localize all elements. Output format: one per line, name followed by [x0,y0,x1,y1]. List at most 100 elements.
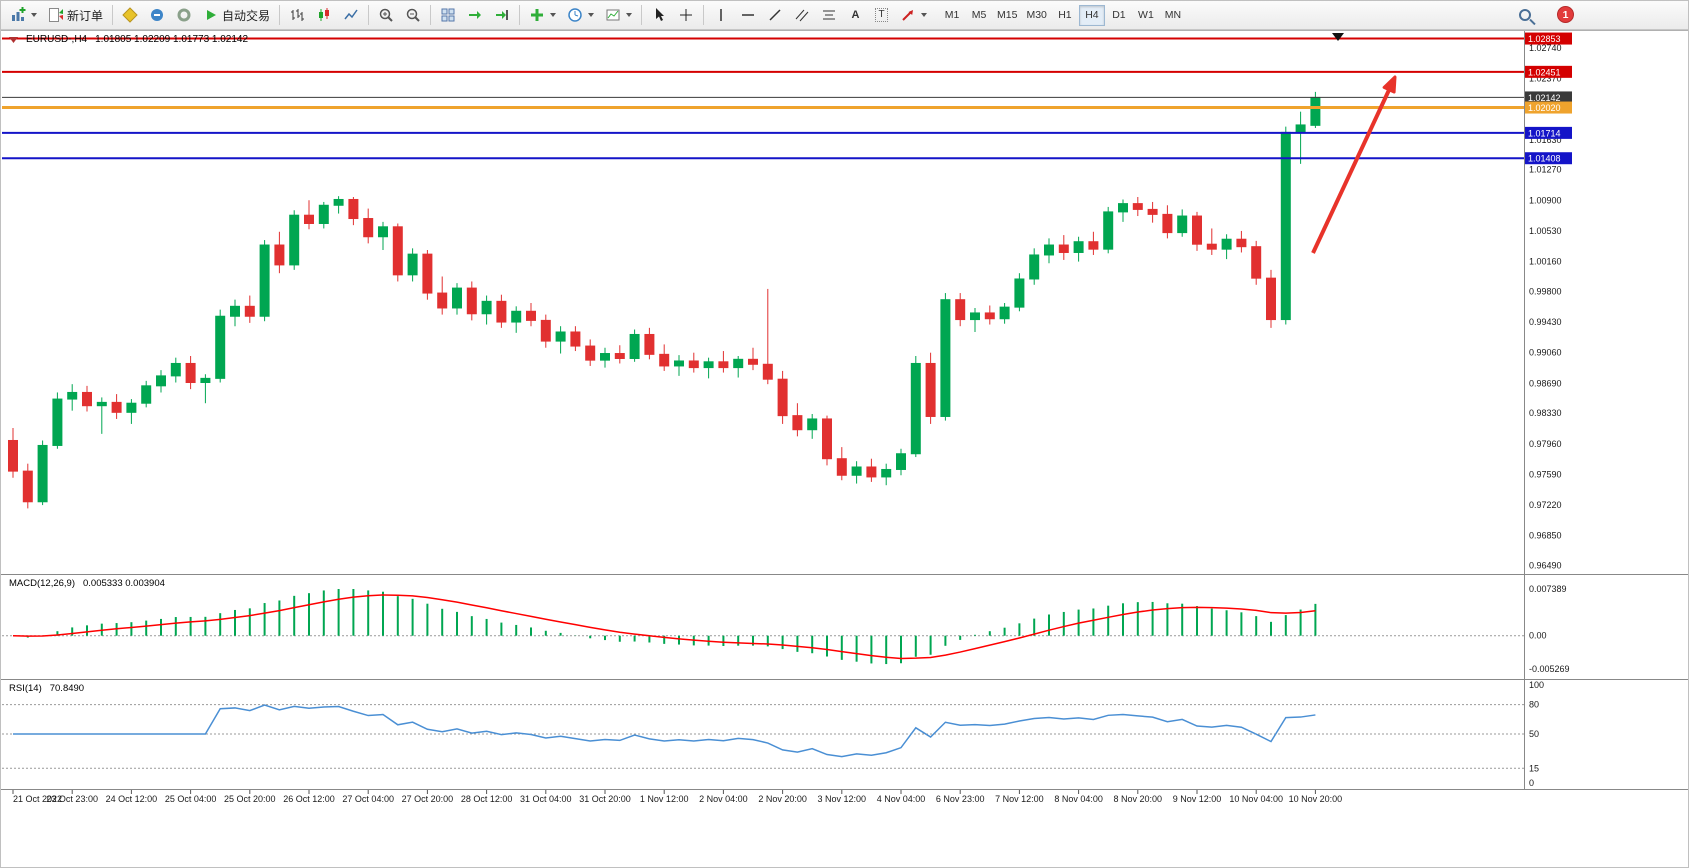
vertical-line-button[interactable] [708,4,734,27]
rsi-panel-header: RSI(14) 70.8490 [9,683,84,694]
svg-text:0.98690: 0.98690 [1529,378,1562,388]
chart-shift-button[interactable] [489,4,515,27]
horizontal-line-icon [742,14,755,16]
template-chart-icon [606,9,620,21]
svg-text:31 Oct 04:00: 31 Oct 04:00 [520,794,572,804]
macd-panel: 0.007389 0.00 -0.005269 [2,584,1570,674]
svg-text:2 Nov 20:00: 2 Nov 20:00 [758,794,807,804]
chevron-down-icon [921,13,928,17]
arrow-object-icon [902,10,914,21]
zoom-in-button[interactable] [373,4,399,27]
crosshair-button[interactable] [673,4,699,27]
templates-button[interactable] [600,4,637,27]
svg-text:27 Oct 20:00: 27 Oct 20:00 [402,794,454,804]
new-chart-button[interactable] [5,4,42,27]
metaeditor-button[interactable] [117,4,143,27]
svg-text:1.00160: 1.00160 [1529,257,1562,267]
svg-text:25 Oct 04:00: 25 Oct 04:00 [165,794,217,804]
auto-trading-label: 自动交易 [222,8,271,23]
svg-text:1.02142: 1.02142 [1528,93,1561,103]
svg-text:4 Nov 04:00: 4 Nov 04:00 [877,794,926,804]
horizontal-line-button[interactable] [735,4,761,27]
channel-icon [795,9,809,22]
svg-text:100: 100 [1529,680,1544,690]
timeframe-h4[interactable]: H4 [1078,4,1105,26]
fibonacci-button[interactable] [816,4,842,27]
add-indicator-icon [531,9,544,21]
one-click-trading-toggle[interactable] [9,35,18,44]
timeframe-h1[interactable]: H1 [1052,5,1078,26]
line-chart-icon [344,9,358,20]
timeframe-w1[interactable]: W1 [1133,5,1159,26]
search-button[interactable] [1513,5,1537,27]
svg-text:1.02370: 1.02370 [1529,74,1562,84]
tile-windows-button[interactable] [435,4,461,27]
chevron-down-icon [31,13,37,17]
svg-text:0: 0 [1529,778,1534,788]
svg-text:1.02451: 1.02451 [1528,67,1561,77]
timeframe-mn[interactable]: MN [1160,5,1186,26]
svg-text:6 Nov 23:00: 6 Nov 23:00 [936,794,985,804]
auto-trading-button[interactable]: 自动交易 [198,4,275,27]
symbol-timeframe-label: EURUSD-,H4 [26,34,88,45]
auto-scroll-button[interactable] [462,4,488,27]
help-icon [177,8,191,22]
svg-text:24 Oct 12:00: 24 Oct 12:00 [106,794,158,804]
line-chart-button[interactable] [338,4,364,27]
timeframe-toolbar: M1 M5 M15 M30 H1 H4 D1 W1 MN [939,4,1186,26]
crosshair-icon [680,9,693,21]
bar-chart-button[interactable] [284,4,310,27]
svg-text:10 Nov 04:00: 10 Nov 04:00 [1229,794,1283,804]
macd-panel-header: MACD(12,26,9) 0.005333 0.003904 [9,578,165,589]
trendline-button[interactable] [762,4,788,27]
chat-button[interactable] [144,4,170,27]
search-icon [1519,8,1531,21]
svg-text:1.01408: 1.01408 [1528,154,1561,164]
timeframe-m1[interactable]: M1 [939,5,965,26]
svg-text:-0.005269: -0.005269 [1529,664,1570,674]
tile-windows-icon [441,8,455,22]
svg-text:15: 15 [1529,763,1539,773]
toolbar-separator [430,5,432,25]
toolbar-separator [279,5,281,25]
trend-arrow-annotation[interactable] [1311,75,1397,254]
play-icon [207,10,217,20]
timeframe-m15[interactable]: M15 [993,5,1021,26]
timeframe-m5[interactable]: M5 [966,5,992,26]
arrows-tool-button[interactable] [895,4,932,27]
zoom-out-button[interactable] [400,4,426,27]
label-tool-button[interactable]: T [869,4,894,27]
svg-text:31 Oct 20:00: 31 Oct 20:00 [579,794,631,804]
svg-text:8 Nov 04:00: 8 Nov 04:00 [1054,794,1103,804]
chart-shift-marker[interactable] [1332,33,1344,41]
svg-text:26 Oct 12:00: 26 Oct 12:00 [283,794,335,804]
toolbar-separator [112,5,114,25]
chevron-down-icon [550,13,557,17]
svg-text:1.02853: 1.02853 [1528,34,1561,44]
svg-text:0.98330: 0.98330 [1529,408,1562,418]
timeframe-d1[interactable]: D1 [1106,5,1132,26]
timeframe-m30[interactable]: M30 [1022,5,1050,26]
chart-header: EURUSD-,H4 1.01805 1.02209 1.01773 1.021… [9,34,248,45]
svg-text:8 Nov 20:00: 8 Nov 20:00 [1114,794,1163,804]
channel-button[interactable] [789,4,815,27]
svg-text:7 Nov 12:00: 7 Nov 12:00 [995,794,1044,804]
notification-badge[interactable]: 1 [1557,6,1574,23]
zoom-out-icon [406,8,420,22]
help-button[interactable] [171,4,197,27]
cursor-button[interactable] [646,4,672,27]
text-tool-button[interactable]: A [843,4,868,27]
periods-button[interactable] [562,4,599,27]
new-order-button[interactable]: 新订单 [43,4,108,27]
chevron-down-icon [626,13,633,17]
svg-text:1.02020: 1.02020 [1528,103,1561,113]
indicators-button[interactable] [524,4,561,27]
candlestick-chart-button[interactable] [311,4,337,27]
ohlc-values: 1.01805 1.02209 1.01773 1.02142 [95,34,249,45]
price-axis[interactable]: 1.02740 1.02370 1.01630 1.01270 1.00900 1.005… [1529,43,1562,571]
metaeditor-icon [122,7,138,23]
